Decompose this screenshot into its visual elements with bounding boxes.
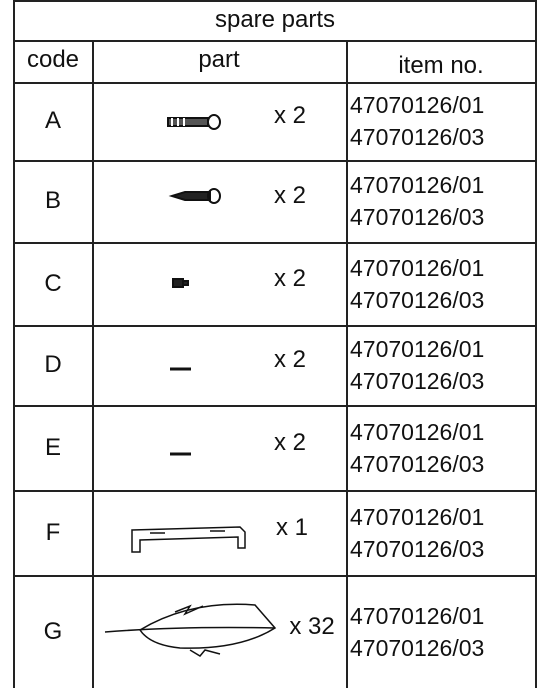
- item-number: 47070126/03: [350, 368, 485, 394]
- col-border: [92, 40, 94, 688]
- row-code: A: [44, 107, 61, 134]
- item-number: 47070126/01: [350, 418, 485, 445]
- row-code: C: [44, 269, 62, 297]
- row-code: G: [43, 617, 63, 645]
- row-border: [14, 405, 536, 407]
- col-border: [13, 0, 15, 688]
- row-quantity: x 2: [273, 264, 306, 292]
- item-number: 47070126/01: [350, 602, 485, 629]
- row-code: E: [44, 433, 61, 461]
- item-number: 47070126/01: [350, 254, 485, 281]
- row-border: [14, 40, 536, 42]
- item-number: 47070126/01: [350, 336, 485, 362]
- column-header: code: [26, 46, 80, 73]
- item-numbers: 47070126/01 47070126/03: [350, 160, 536, 242]
- row-quantity: x 2: [273, 346, 306, 373]
- row-border: [14, 82, 536, 84]
- column-header: part: [198, 46, 240, 73]
- item-number: 47070126/03: [350, 286, 485, 313]
- item-numbers: 47070126/01 47070126/03: [350, 405, 536, 490]
- item-number: 47070126/01: [350, 172, 485, 198]
- row-quantity: x 1: [275, 513, 308, 541]
- part-g-icon: [104, 603, 277, 657]
- row-code: B: [44, 187, 61, 214]
- row-quantity: x 32: [289, 612, 335, 640]
- item-number: 47070126/03: [350, 634, 485, 661]
- item-numbers: 47070126/01 47070126/03: [350, 82, 536, 160]
- item-number: 47070126/03: [350, 124, 485, 150]
- item-number: 47070126/03: [350, 450, 485, 477]
- row-code: D: [44, 351, 62, 378]
- table-title: spare parts: [214, 6, 336, 33]
- col-border: [346, 40, 348, 688]
- part-a-icon: [167, 114, 221, 130]
- part-f-icon: [131, 526, 246, 553]
- item-numbers: 47070126/01 47070126/03: [350, 325, 536, 405]
- item-number: 47070126/03: [350, 535, 485, 562]
- item-number: 47070126/01: [350, 92, 485, 118]
- part-c-icon: [172, 278, 189, 288]
- item-numbers: 47070126/01 47070126/03: [350, 490, 536, 575]
- row-border: [14, 0, 536, 2]
- row-quantity: x 2: [273, 182, 306, 209]
- row-border: [14, 160, 536, 162]
- item-numbers: 47070126/01 47070126/03: [350, 242, 536, 325]
- row-code: F: [45, 518, 61, 546]
- row-border: [14, 325, 536, 327]
- item-number: 47070126/01: [350, 503, 485, 530]
- column-header: item no.: [398, 52, 484, 79]
- row-border: [14, 575, 536, 577]
- row-border: [14, 490, 536, 492]
- row-quantity: x 2: [273, 102, 306, 129]
- col-border: [535, 0, 537, 688]
- row-border: [14, 242, 536, 244]
- row-quantity: x 2: [273, 428, 306, 456]
- item-number: 47070126/03: [350, 204, 485, 230]
- item-numbers: 47070126/01 47070126/03: [350, 575, 536, 688]
- part-b-icon: [168, 188, 221, 204]
